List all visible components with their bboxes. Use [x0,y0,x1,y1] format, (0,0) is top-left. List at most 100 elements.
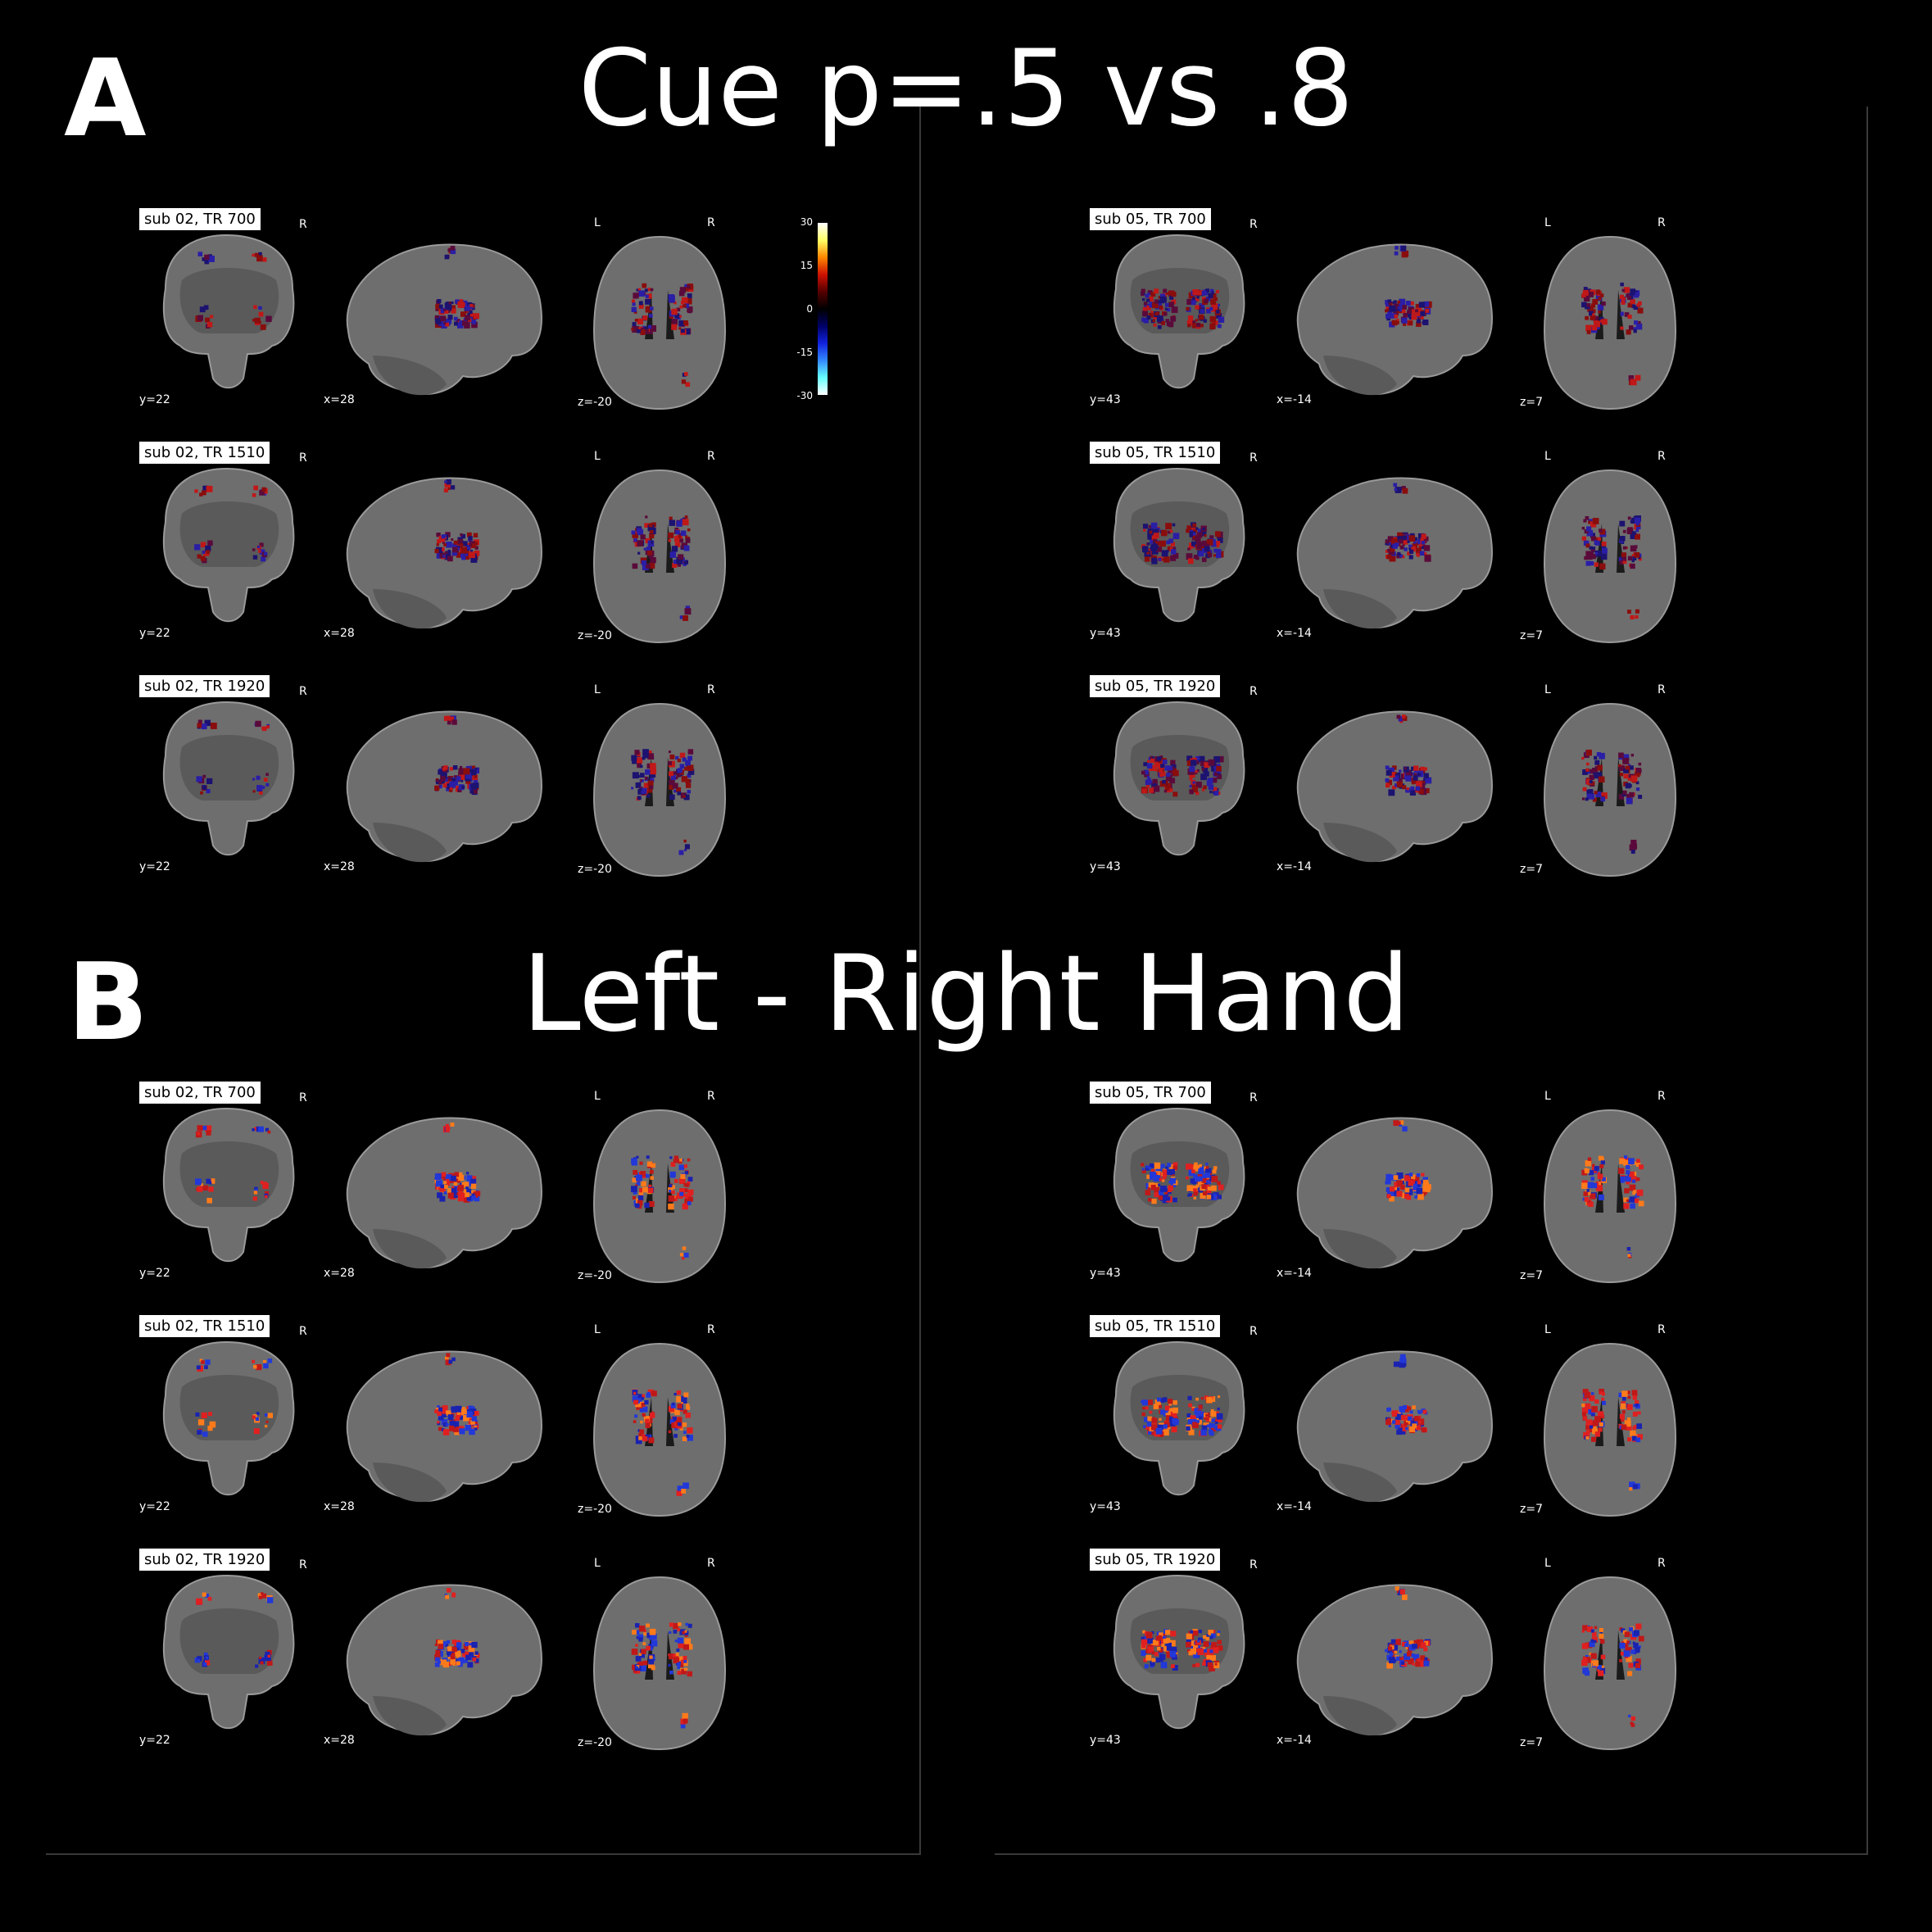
activation-voxel [1410,301,1414,306]
sagittal-view [346,477,542,629]
activation-voxel [1423,1647,1428,1652]
activation-voxel [673,1393,677,1396]
activation-voxel [265,1651,270,1658]
activation-voxel [632,302,636,306]
activation-voxel [1395,1122,1399,1125]
activation-voxel [195,1412,200,1417]
activation-voxel [672,1417,677,1422]
activation-voxel [1150,311,1154,314]
activation-voxel [679,1188,685,1194]
activation-voxel [1209,1635,1213,1639]
activation-voxel [647,753,654,760]
activation-voxel [1166,773,1171,778]
orientation-right-label: R [707,683,715,696]
activation-voxel [474,1422,478,1425]
activation-voxel [1150,1172,1156,1178]
activation-voxel [474,775,478,778]
activation-voxel [1141,1400,1144,1404]
axial-view [592,702,727,878]
activation-voxel [636,1398,642,1404]
sagittal-coordinate: x=28 [324,860,355,873]
activation-voxel [1394,1193,1397,1197]
activation-voxel [459,1428,465,1435]
activation-voxel [1599,752,1605,760]
activation-voxel [1192,532,1196,536]
activation-voxel [678,315,682,318]
activation-voxel [1169,1416,1173,1421]
activation-voxel [676,1649,680,1652]
activation-voxel [205,1594,210,1599]
activation-voxel [1416,321,1422,327]
activation-voxel [1141,1168,1145,1171]
activation-voxel [641,1397,644,1400]
activation-voxel [635,782,642,788]
activation-voxel [1413,775,1418,781]
cerebellum [1323,356,1397,396]
activation-voxel [1217,1645,1223,1651]
activation-voxel [1600,792,1608,800]
activation-voxel [1585,543,1590,548]
activation-voxel [453,316,458,321]
activation-voxel [1418,542,1423,546]
activation-voxel [1599,1634,1604,1639]
orientation-left-label: L [594,1323,601,1336]
activation-voxel [1150,1424,1158,1431]
activation-voxel [450,1122,455,1127]
activation-voxel [1632,554,1636,558]
activation-voxel [458,1192,464,1198]
activation-voxel [1635,1437,1641,1443]
activation-voxel [1143,524,1149,529]
activation-voxel [1385,309,1389,313]
activation-voxel [1210,1194,1218,1200]
activation-voxel [456,1192,459,1195]
activation-voxel [209,1421,216,1428]
activation-voxel [442,1429,450,1435]
activation-voxel [1599,1391,1603,1395]
activation-voxel [1386,1408,1390,1412]
activation-voxel [1629,765,1634,770]
activation-voxel [643,547,646,551]
activation-voxel [1404,547,1408,551]
activation-voxel [1420,311,1426,316]
activation-voxel [636,288,639,292]
activation-voxel [1622,1397,1626,1401]
activation-voxel [456,776,461,781]
activation-voxel [648,1637,652,1640]
activation-voxel [685,535,688,538]
activation-voxel [668,1203,674,1210]
activation-voxel [204,254,210,260]
activation-voxel [438,304,443,309]
activation-voxel [674,1639,678,1643]
activation-voxel [1587,1626,1594,1632]
activation-voxel [1601,547,1608,554]
activation-voxel [647,1389,654,1395]
activation-voxel [1584,295,1590,302]
activation-voxel [673,560,678,565]
activation-voxel [1621,288,1626,293]
activation-voxel [637,551,641,555]
activation-voxel [1147,1428,1150,1431]
activation-voxel [1163,1646,1169,1652]
coronal-coordinate: y=22 [139,1500,170,1513]
activation-voxel [448,302,451,305]
activation-voxel [1421,1427,1426,1433]
sagittal-coordinate: x=28 [324,627,355,640]
activation-voxel [444,309,449,314]
activation-voxel [677,1404,683,1409]
activation-voxel [1159,1417,1162,1421]
activation-voxel [1600,1160,1605,1165]
activation-voxel [1422,320,1426,324]
activation-voxel [442,1641,447,1646]
activation-voxel [1159,769,1163,773]
activation-voxel [1193,1652,1200,1658]
activation-voxel [1585,1655,1589,1658]
sagittal-coordinate: x=-14 [1277,860,1312,873]
activation-voxel [437,1421,440,1424]
activation-voxel [1626,1164,1630,1170]
activation-voxel [1399,554,1403,558]
activation-voxel [469,317,475,323]
activation-voxel [646,1393,651,1398]
colorbar-tick: 15 [800,260,813,271]
activation-voxel [204,719,211,727]
activation-voxel [1172,791,1178,797]
